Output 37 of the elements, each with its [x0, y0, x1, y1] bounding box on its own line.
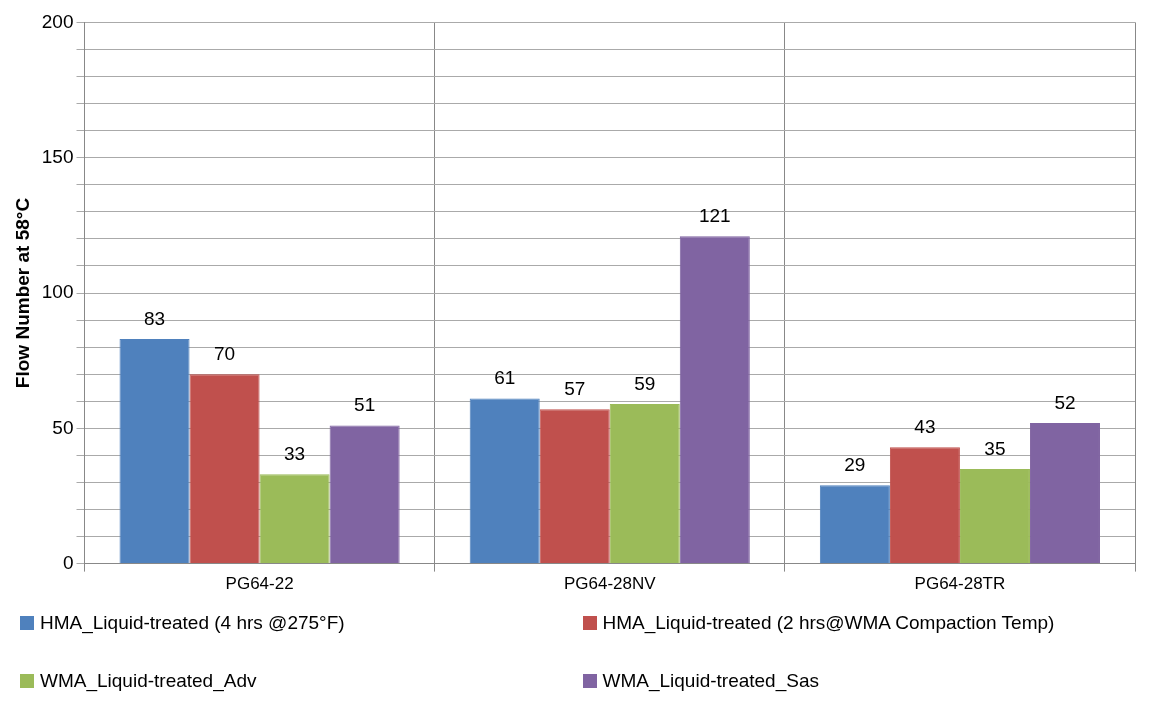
data-label: 61	[494, 367, 516, 389]
data-label: 70	[214, 342, 236, 364]
bar	[819, 485, 890, 564]
data-label: 83	[143, 307, 166, 329]
bar	[259, 474, 330, 564]
bar	[889, 447, 960, 564]
y-tick-label: 100	[41, 281, 74, 303]
data-label: 52	[1054, 391, 1076, 413]
y-axis-title: Flow Number at 58°C	[11, 197, 33, 389]
y-tick-label: 0	[62, 551, 74, 573]
y-tick-label: 200	[41, 10, 74, 32]
legend-label: WMA_Liquid-treated_Sas	[602, 670, 819, 692]
data-label: 59	[634, 372, 656, 394]
data-label: 35	[984, 437, 1006, 459]
legend-label: WMA_Liquid-treated_Adv	[40, 670, 257, 692]
data-label: 121	[698, 204, 731, 226]
data-label: 51	[354, 394, 376, 416]
data-label: 29	[844, 453, 866, 475]
data-label: 43	[914, 415, 936, 437]
bar	[1029, 422, 1100, 564]
x-tick-label: PG64-28TR	[914, 574, 1006, 594]
bar	[539, 409, 610, 564]
bar	[959, 468, 1030, 564]
legend-label: HMA_Liquid-treated (2 hrs@WMA Compaction Temp)	[602, 612, 1055, 634]
bar	[469, 398, 540, 564]
bar	[189, 374, 260, 564]
bar	[119, 339, 190, 564]
x-tick-label: PG64-22	[225, 574, 294, 594]
data-label: 33	[284, 443, 306, 465]
data-label: 57	[564, 378, 586, 400]
bar	[609, 403, 680, 564]
legend-label: HMA_Liquid-treated (4 hrs @275°F)	[40, 612, 345, 634]
bar	[329, 425, 400, 564]
y-tick-label: 150	[41, 145, 74, 167]
y-tick-label: 50	[52, 416, 74, 438]
bar	[679, 236, 750, 564]
x-tick-label: PG64-28NV	[563, 574, 657, 594]
